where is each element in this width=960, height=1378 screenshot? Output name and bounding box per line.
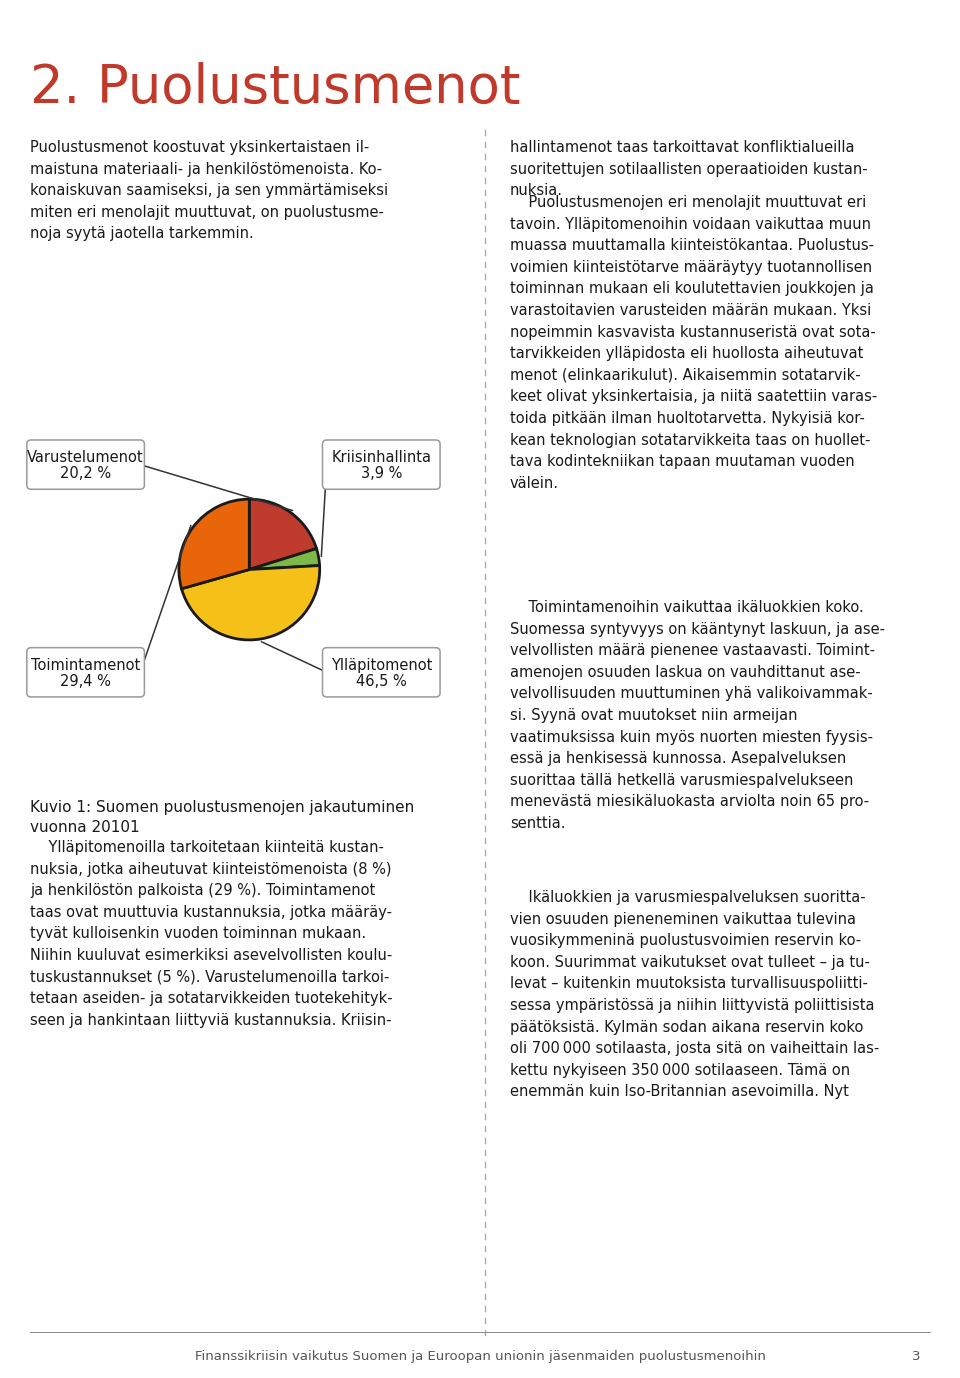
Text: 20,2 %: 20,2 %: [60, 466, 111, 481]
Text: hallintamenot taas tarkoittavat konfliktialueilla
suoritettujen sotilaallisten o: hallintamenot taas tarkoittavat konflikt…: [510, 141, 868, 198]
FancyBboxPatch shape: [323, 440, 440, 489]
FancyBboxPatch shape: [27, 440, 144, 489]
Text: 2. Puolustusmenot: 2. Puolustusmenot: [30, 62, 520, 114]
Text: vuonna 20101: vuonna 20101: [30, 820, 139, 835]
Text: Kriisinhallinta: Kriisinhallinta: [331, 451, 431, 466]
Text: 29,4 %: 29,4 %: [60, 674, 111, 689]
Text: Varustelumenot: Varustelumenot: [27, 451, 144, 466]
FancyBboxPatch shape: [323, 648, 440, 697]
Wedge shape: [179, 499, 250, 588]
Text: Toimintamenot: Toimintamenot: [31, 657, 140, 672]
FancyBboxPatch shape: [27, 648, 144, 697]
Text: Ylläpitomenot: Ylläpitomenot: [330, 657, 432, 672]
Text: Puolustusmenojen eri menolajit muuttuvat eri
tavoin. Ylläpitomenoihin voidaan va: Puolustusmenojen eri menolajit muuttuvat…: [510, 196, 877, 491]
Text: Toimintamenoihin vaikuttaa ikäluokkien koko.
Suomessa syntyvyys on kääntynyt las: Toimintamenoihin vaikuttaa ikäluokkien k…: [510, 599, 885, 831]
Wedge shape: [250, 499, 317, 569]
Wedge shape: [181, 565, 320, 639]
Text: 3: 3: [911, 1350, 920, 1363]
Text: Puolustusmenot koostuvat yksinkertaistaen il-
maistuna materiaali- ja henkilöstö: Puolustusmenot koostuvat yksinkertaistae…: [30, 141, 388, 241]
Wedge shape: [250, 548, 320, 569]
Text: Finanssikriisin vaikutus Suomen ja Euroopan unionin jäsenmaiden puolustusmenoihi: Finanssikriisin vaikutus Suomen ja Euroo…: [195, 1350, 765, 1363]
Text: 46,5 %: 46,5 %: [356, 674, 407, 689]
Text: Kuvio 1: Suomen puolustusmenojen jakautuminen: Kuvio 1: Suomen puolustusmenojen jakautu…: [30, 801, 415, 814]
Text: Ikäluokkien ja varusmiespalveluksen suoritta-
vien osuuden pieneneminen vaikutta: Ikäluokkien ja varusmiespalveluksen suor…: [510, 890, 879, 1100]
Text: Ylläpitomenoilla tarkoitetaan kiinteitä kustan-
nuksia, jotka aiheutuvat kiintei: Ylläpitomenoilla tarkoitetaan kiinteitä …: [30, 841, 393, 1028]
Text: 3,9 %: 3,9 %: [361, 466, 402, 481]
